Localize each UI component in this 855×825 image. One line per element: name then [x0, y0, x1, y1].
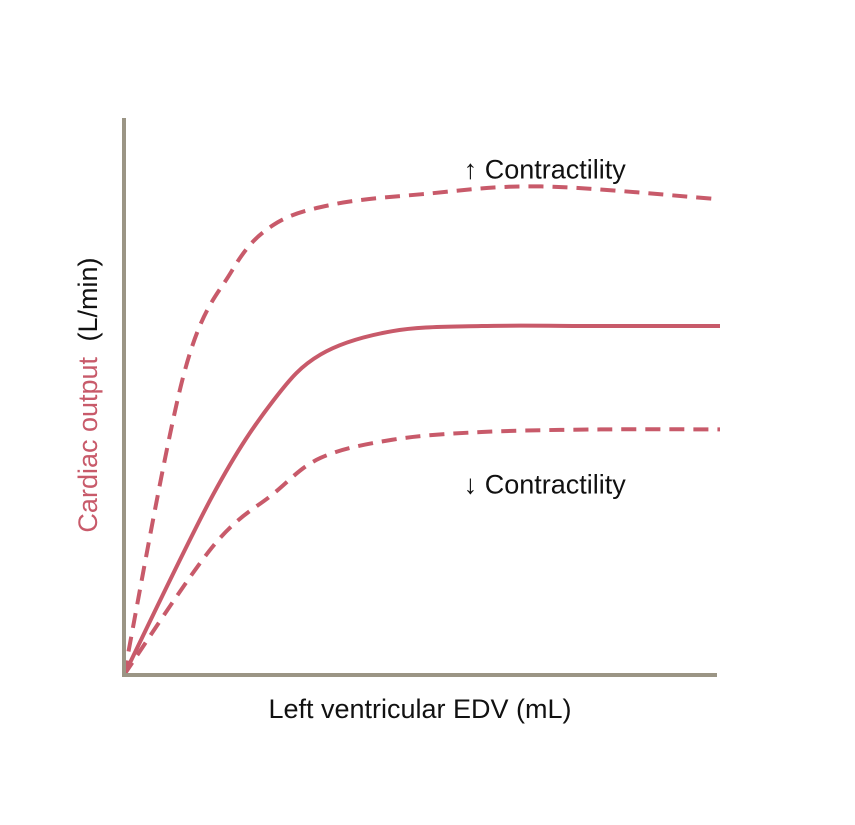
annotation-group: ↑ Contractility ↓ Contractility — [464, 154, 627, 499]
y-axis-label: Cardiac output (L/min) — [73, 257, 103, 532]
series-line-2 — [122, 323, 720, 676]
x-axis-label: Left ventricular EDV (mL) — [268, 694, 571, 724]
y-axis-label-unit: (L/min) — [73, 257, 103, 341]
contractility-annotation-2: ↓ Contractility — [464, 470, 627, 500]
series-line-3 — [122, 427, 721, 677]
series-line-1 — [122, 184, 721, 676]
y-axis-label-quantity: Cardiac output — [73, 356, 103, 532]
contractility-annotation-1: ↑ Contractility — [464, 154, 627, 184]
curve-group — [122, 184, 721, 677]
